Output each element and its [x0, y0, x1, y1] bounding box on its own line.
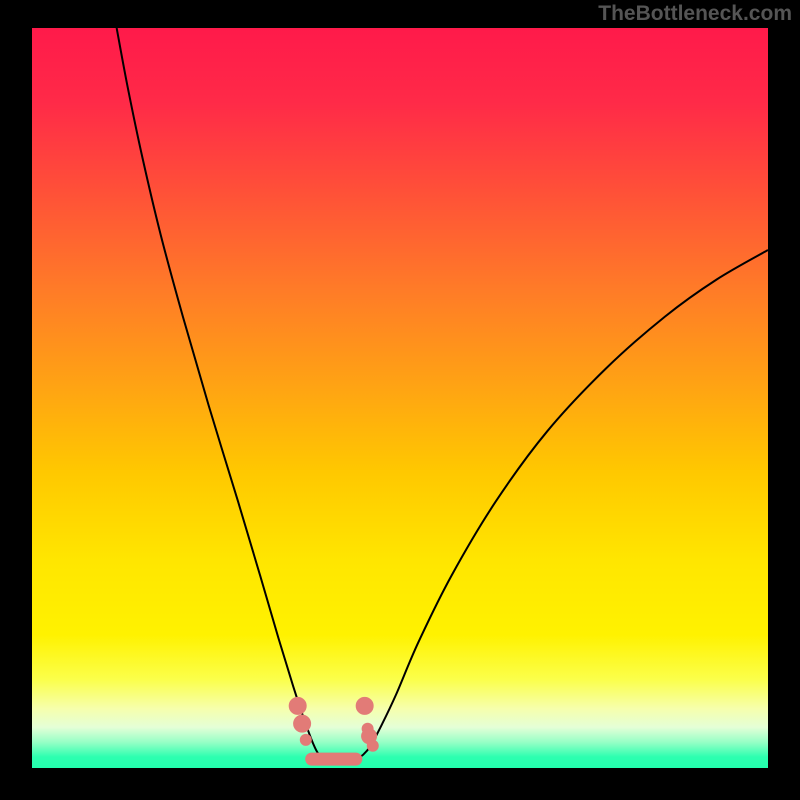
bottleneck-chart [0, 0, 800, 800]
data-marker [356, 697, 373, 714]
data-marker [367, 740, 378, 751]
chart-container: TheBottleneck.com [0, 0, 800, 800]
data-marker [294, 715, 311, 732]
data-marker [289, 697, 306, 714]
chart-gradient-background [32, 28, 768, 768]
watermark-text: TheBottleneck.com [598, 2, 792, 26]
data-marker [300, 734, 311, 745]
